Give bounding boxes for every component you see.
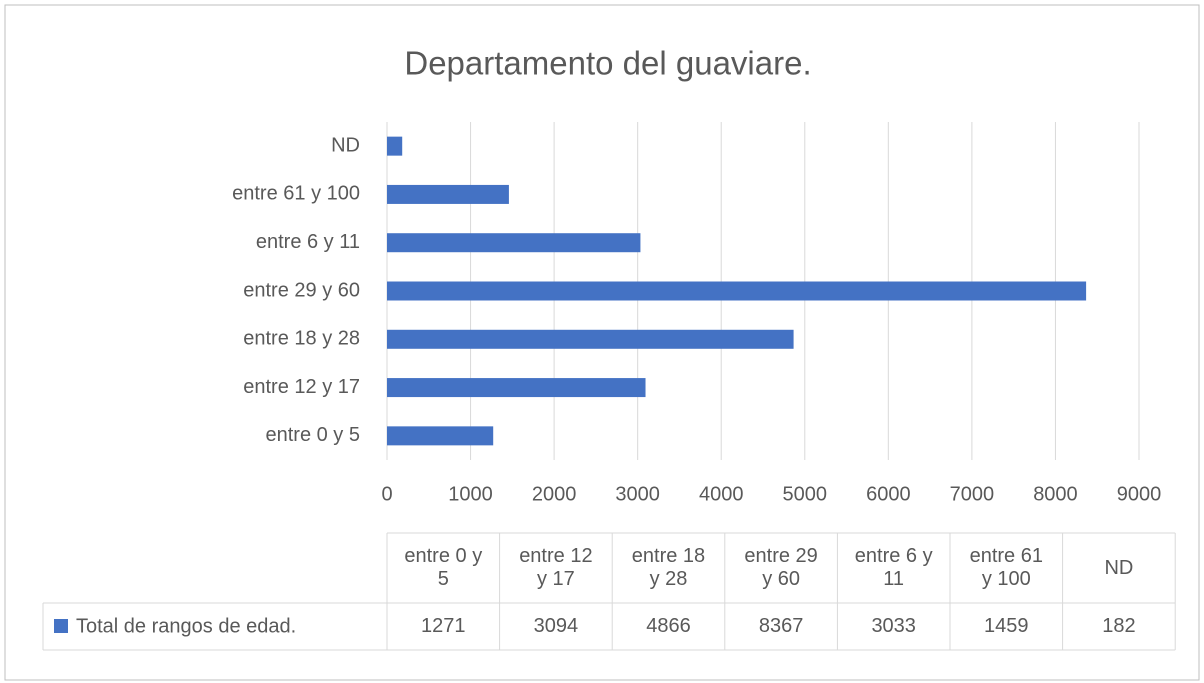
table-header: entre 61 y 100	[950, 533, 1063, 603]
table-value-text: 3094	[533, 615, 579, 637]
table-header: entre 12 y 17	[500, 533, 613, 603]
y-tick-label: entre 29 y 60	[243, 279, 360, 301]
x-tick-label: 4000	[699, 483, 744, 505]
x-tick-label: 7000	[950, 483, 995, 505]
table-header-text: entre 61 y 100	[969, 545, 1043, 590]
table-value-text: 4866	[646, 615, 691, 637]
table-value: 1459	[950, 603, 1063, 650]
table-value-text: 8367	[758, 615, 804, 637]
table-header: entre 18 y 28	[612, 533, 725, 603]
table-header-text: entre 0 y 5	[404, 545, 483, 590]
bar	[387, 378, 646, 398]
table-header-text: entre 18 y 28	[631, 545, 706, 590]
bar	[387, 281, 1087, 301]
table-header: entre 6 y 11	[837, 533, 950, 603]
table-value-text: 182	[1102, 615, 1136, 637]
table-header: entre 29 y 60	[725, 533, 838, 603]
x-tick-label: 6000	[866, 483, 911, 505]
bar	[387, 184, 509, 204]
table-value: 3033	[837, 603, 950, 650]
bar	[387, 233, 641, 253]
bar	[387, 329, 794, 349]
x-tick-label: 9000	[1117, 483, 1162, 505]
table-header-text: entre 29 y 60	[744, 545, 818, 590]
table-value: 4866	[612, 603, 725, 650]
table-header-text: ND	[1104, 556, 1134, 579]
x-tick-label: 1000	[448, 483, 493, 505]
table-value: 1271	[387, 603, 500, 650]
x-tick-label: 3000	[615, 483, 660, 505]
y-tick-label: ND	[331, 134, 360, 156]
bar	[387, 136, 403, 156]
y-tick-label: entre 12 y 17	[243, 376, 360, 398]
y-tick-label: entre 18 y 28	[243, 328, 360, 350]
x-tick-label: 2000	[532, 483, 577, 505]
y-tick-label: entre 61 y 100	[232, 183, 360, 205]
table-value-text: 1271	[421, 615, 466, 637]
legend-swatch	[54, 619, 68, 633]
x-tick-label: 0	[381, 483, 392, 505]
table-value-text: 3033	[871, 615, 916, 637]
chart-title: Departamento del guaviare.	[404, 45, 811, 82]
table-value-text: 1459	[984, 615, 1029, 637]
table-header-text: entre 6 y 11	[854, 545, 933, 590]
y-tick-label: entre 6 y 11	[256, 231, 360, 253]
table-header: entre 0 y 5	[387, 533, 500, 603]
table-header: ND	[1063, 533, 1176, 603]
y-tick-label: entre 0 y 5	[265, 424, 360, 446]
x-tick-label: 5000	[783, 483, 828, 505]
x-tick-label: 8000	[1033, 483, 1078, 505]
legend-label: Total de rangos de edad.	[76, 615, 296, 637]
table-value: 182	[1063, 603, 1176, 650]
table-value: 8367	[725, 603, 838, 650]
bar	[387, 426, 494, 446]
table-header-text: entre 12 y 17	[519, 545, 593, 590]
table-value: 3094	[500, 603, 613, 650]
